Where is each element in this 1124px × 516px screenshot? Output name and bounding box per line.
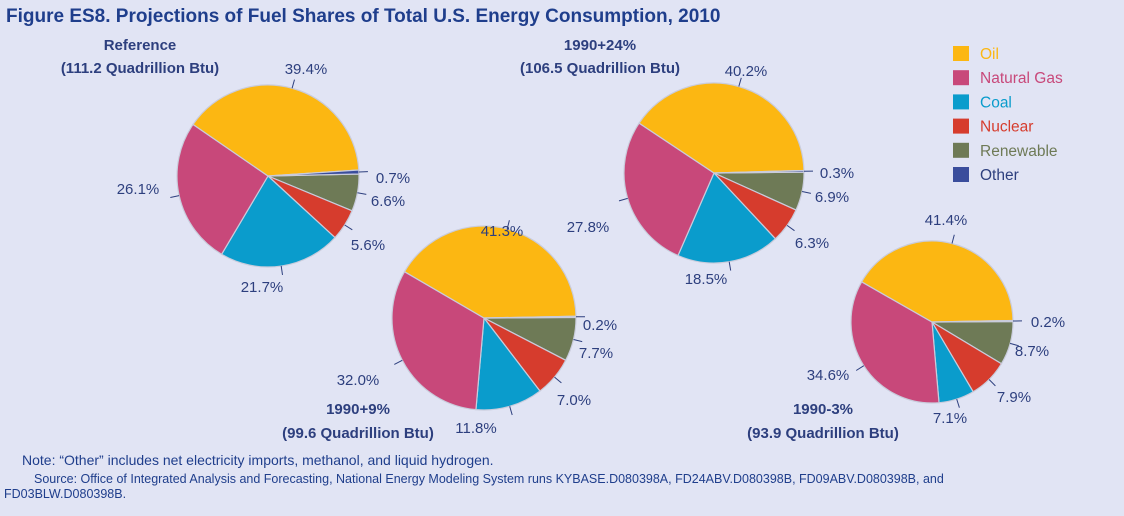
pie-subtitle-1990-9: (99.6 Quadrillion Btu) bbox=[282, 425, 434, 442]
slice-1990-9-coal bbox=[475, 316, 541, 411]
label-1990-3-coal: 7.1% bbox=[933, 410, 967, 427]
leader-1990-3-oil bbox=[951, 234, 955, 244]
legend-swatch-renewable bbox=[953, 142, 969, 158]
slice-1990-3-other bbox=[931, 319, 1014, 323]
slice-1990-24-oil bbox=[638, 82, 805, 174]
source-text: Source: Office of Integrated Analysis an… bbox=[4, 472, 1122, 502]
pie-subtitle-reference: (111.2 Quadrillion Btu) bbox=[61, 60, 219, 77]
slice-1990-9-natural-gas bbox=[391, 270, 485, 411]
label-1990-24-coal: 18.5% bbox=[685, 271, 728, 288]
legend-label-renewable: Renewable bbox=[980, 143, 1058, 160]
legend-swatch-other bbox=[953, 167, 969, 182]
label-1990-24-natural-gas: 27.8% bbox=[567, 219, 610, 236]
leader-1990-3-renewable bbox=[1009, 342, 1019, 347]
legend-label-other: Other bbox=[980, 167, 1019, 184]
slice-1990-3-oil bbox=[860, 240, 1014, 323]
source-line-2: FD03BLW.D080398B. bbox=[4, 487, 127, 501]
leader-1990-24-nuclear bbox=[786, 224, 795, 232]
legend-swatch-oil bbox=[953, 46, 969, 61]
label-1990-24-renewable: 6.9% bbox=[815, 189, 849, 206]
slice-1990-9-other bbox=[483, 315, 577, 319]
pie-subtitle-1990-24: (106.5 Quadrillion Btu) bbox=[520, 60, 680, 77]
leader-1990-9-renewable bbox=[573, 339, 583, 343]
slice-1990-24-other bbox=[713, 169, 805, 174]
pie-title-1990-9: 1990+9% bbox=[326, 401, 390, 418]
legend-label-oil: Oil bbox=[980, 46, 999, 63]
leader-reference-renewable bbox=[357, 192, 367, 195]
label-1990-3-oil: 41.4% bbox=[925, 212, 968, 229]
label-reference-oil: 39.4% bbox=[285, 61, 328, 78]
leader-1990-24-coal bbox=[728, 261, 732, 271]
legend-swatch-coal bbox=[953, 94, 969, 110]
label-1990-3-nuclear: 7.9% bbox=[997, 389, 1031, 406]
label-1990-9-other: 0.2% bbox=[583, 317, 617, 334]
label-1990-3-renewable: 8.7% bbox=[1015, 343, 1049, 360]
slice-reference-oil bbox=[192, 84, 360, 177]
label-1990-9-oil: 41.3% bbox=[481, 223, 524, 240]
legend-label-nuclear: Nuclear bbox=[980, 119, 1033, 136]
leader-1990-24-oil bbox=[738, 77, 742, 87]
leader-1990-24-natural-gas bbox=[618, 197, 628, 202]
label-1990-3-other: 0.2% bbox=[1031, 314, 1065, 331]
label-1990-24-nuclear: 6.3% bbox=[795, 235, 829, 252]
leader-reference-natural-gas bbox=[170, 195, 180, 198]
label-reference-other: 0.7% bbox=[376, 170, 410, 187]
figure-title: Figure ES8. Projections of Fuel Shares o… bbox=[6, 6, 721, 27]
leader-1990-24-renewable bbox=[801, 191, 812, 194]
leader-1990-9-oil bbox=[506, 220, 510, 230]
label-reference-coal: 21.7% bbox=[241, 279, 284, 296]
leader-reference-coal bbox=[280, 265, 283, 275]
label-1990-24-other: 0.3% bbox=[820, 165, 854, 182]
label-reference-nuclear: 5.6% bbox=[351, 237, 385, 254]
leader-reference-nuclear bbox=[344, 224, 353, 231]
legend-label-natural-gas: Natural Gas bbox=[980, 70, 1063, 87]
label-reference-natural-gas: 26.1% bbox=[117, 181, 160, 198]
pie-title-1990-24: 1990+24% bbox=[564, 37, 636, 54]
legend-swatch-nuclear bbox=[953, 118, 969, 134]
legend-swatch-natural-gas bbox=[953, 70, 969, 86]
pie-title-reference: Reference bbox=[104, 37, 177, 54]
leader-1990-9-coal bbox=[509, 406, 513, 416]
legend-label-coal: Coal bbox=[980, 94, 1012, 111]
leader-1990-3-nuclear bbox=[988, 379, 996, 387]
label-1990-24-oil: 40.2% bbox=[725, 63, 768, 80]
pie-subtitle-1990-3: (93.9 Quadrillion Btu) bbox=[747, 425, 899, 442]
label-1990-9-coal: 11.8% bbox=[455, 420, 496, 437]
label-1990-3-natural-gas: 34.6% bbox=[807, 367, 850, 384]
leader-1990-3-natural-gas bbox=[855, 365, 865, 371]
leader-reference-oil bbox=[291, 79, 295, 89]
note-text: Note: “Other” includes net electricity i… bbox=[22, 452, 494, 468]
pie-title-1990-3: 1990-3% bbox=[793, 401, 853, 418]
label-1990-9-natural-gas: 32.0% bbox=[337, 372, 380, 389]
slice-reference-natural-gas bbox=[176, 123, 269, 256]
label-reference-renewable: 6.6% bbox=[371, 193, 405, 210]
leader-1990-9-nuclear bbox=[554, 376, 562, 384]
label-1990-9-nuclear: 7.0% bbox=[557, 392, 591, 409]
source-line-1: Source: Office of Integrated Analysis an… bbox=[34, 472, 944, 486]
label-1990-9-renewable: 7.7% bbox=[579, 345, 613, 362]
leader-1990-9-natural-gas bbox=[394, 359, 403, 365]
leader-1990-3-coal bbox=[956, 398, 960, 408]
